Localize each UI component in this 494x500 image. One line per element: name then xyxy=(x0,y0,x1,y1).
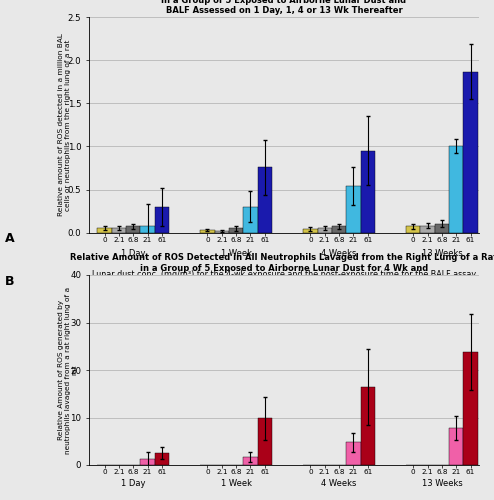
Bar xyxy=(463,72,478,233)
Bar xyxy=(126,226,140,232)
Text: 4 Weeks: 4 Weeks xyxy=(321,248,357,258)
Y-axis label: Relative amount of ROS detected in a million BAL
cells or neutrophils from the r: Relative amount of ROS detected in a mil… xyxy=(58,34,71,216)
Bar xyxy=(346,186,361,232)
Bar xyxy=(257,418,272,465)
Title: Relative Amount of ROS Detected in a Million BAL Cells or Neutrophils from the R: Relative Amount of ROS Detected in a Mil… xyxy=(48,0,494,16)
Bar xyxy=(112,228,126,232)
Bar xyxy=(257,167,272,232)
Text: 13 Weeks: 13 Weeks xyxy=(421,248,462,258)
Bar xyxy=(332,226,346,232)
Bar xyxy=(318,228,332,232)
Bar xyxy=(449,146,463,233)
Bar xyxy=(155,453,169,465)
Y-axis label: Relative Amount of ROS generated by
neutrophils lavaged from a rat right lung of: Relative Amount of ROS generated by neut… xyxy=(57,286,78,454)
Bar xyxy=(463,352,478,465)
Text: B: B xyxy=(5,275,14,288)
Text: A: A xyxy=(5,232,14,245)
Bar xyxy=(155,206,169,233)
Text: 1 Week: 1 Week xyxy=(221,479,251,488)
Text: 1 Week: 1 Week xyxy=(221,248,251,258)
Bar xyxy=(346,442,361,465)
Bar xyxy=(361,151,375,232)
Bar xyxy=(449,428,463,465)
X-axis label: Lunar dust conc. (mg/m³) for the 4-wk exposure and the post-exposure time for th: Lunar dust conc. (mg/m³) for the 4-wk ex… xyxy=(92,270,476,280)
Bar xyxy=(406,226,420,232)
Bar xyxy=(420,226,435,232)
Bar xyxy=(140,226,155,232)
Text: 1 Day: 1 Day xyxy=(121,248,145,258)
Bar xyxy=(140,459,155,465)
Text: 1 Day: 1 Day xyxy=(121,479,145,488)
Title: Relative Amount of ROS Detected in All Neutrophils Lavaged from the Right Lung o: Relative Amount of ROS Detected in All N… xyxy=(70,254,494,273)
Bar xyxy=(214,231,229,232)
Text: 4 Weeks: 4 Weeks xyxy=(321,479,357,488)
Bar xyxy=(229,228,243,232)
Bar xyxy=(361,386,375,465)
Bar xyxy=(243,206,257,233)
Text: 13 Weeks: 13 Weeks xyxy=(421,479,462,488)
Bar xyxy=(435,224,449,232)
Bar xyxy=(200,230,214,232)
Bar xyxy=(97,228,112,232)
Bar xyxy=(303,229,318,232)
Bar xyxy=(243,457,257,465)
